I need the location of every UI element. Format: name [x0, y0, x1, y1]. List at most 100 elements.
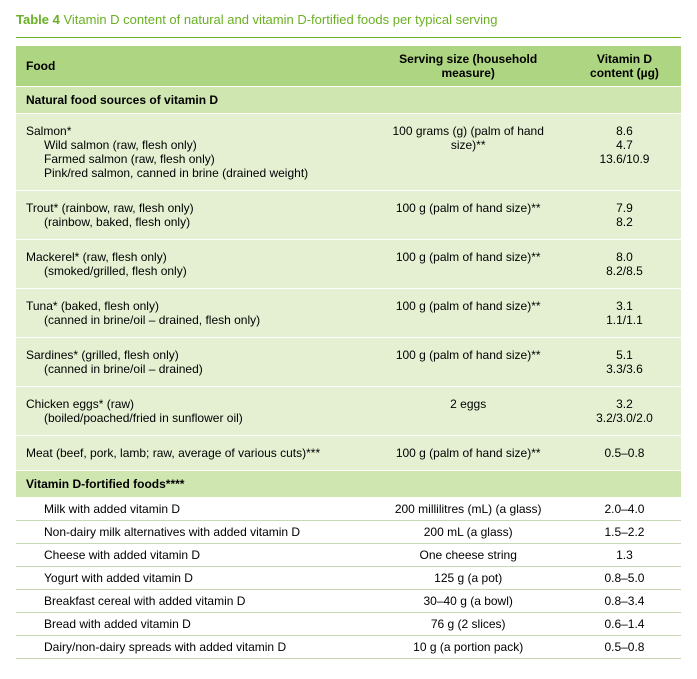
cell-food: Sardines* (grilled, flesh only)(canned i… [16, 338, 368, 387]
food-fortified: Non-dairy milk alternatives with added v… [26, 525, 362, 539]
cell-vitd: 0.6–1.4 [568, 613, 681, 636]
vitd-value: 2.0–4.0 [604, 502, 644, 516]
table-row: Meat (beef, pork, lamb; raw, average of … [16, 436, 681, 471]
cell-food: Salmon*Wild salmon (raw, flesh only)Farm… [16, 114, 368, 191]
table-row: Breakfast cereal with added vitamin D 30–… [16, 590, 681, 613]
table-row: Sardines* (grilled, flesh only)(canned i… [16, 338, 681, 387]
food-main: Trout* (rainbow, raw, flesh only) [26, 201, 194, 215]
cell-serving: 100 g (palm of hand size)** [368, 436, 568, 471]
food-sub: Wild salmon (raw, flesh only) [26, 138, 362, 152]
cell-serving: 100 g (palm of hand size)** [368, 289, 568, 338]
cell-serving: 76 g (2 slices) [368, 613, 568, 636]
vitd-value: 0.5–0.8 [574, 446, 675, 460]
cell-vitd: 0.8–3.4 [568, 590, 681, 613]
serving-size: 100 g (palm of hand size)** [396, 446, 541, 460]
food-main: Salmon* [26, 124, 71, 138]
table-row: Non-dairy milk alternatives with added v… [16, 521, 681, 544]
cell-serving: 30–40 g (a bowl) [368, 590, 568, 613]
cell-food: Milk with added vitamin D [16, 498, 368, 521]
cell-vitd: 2.0–4.0 [568, 498, 681, 521]
table-row: Milk with added vitamin D 200 millilitres… [16, 498, 681, 521]
vitd-value: 8.2 [574, 215, 675, 229]
title-rest: Vitamin D content of natural and vitamin… [60, 12, 498, 27]
serving-size: 100 g (palm of hand size)** [396, 201, 541, 215]
table-row: Mackerel* (raw, flesh only)(smoked/grill… [16, 240, 681, 289]
vitd-value: 3.1 [574, 299, 675, 313]
vitd-value: 1.3 [616, 548, 633, 562]
cell-serving: 200 mL (a glass) [368, 521, 568, 544]
cell-food: Cheese with added vitamin D [16, 544, 368, 567]
cell-serving: 10 g (a portion pack) [368, 636, 568, 659]
serving-size: 100 grams (g) (palm of hand size)** [392, 124, 543, 152]
cell-food: Non-dairy milk alternatives with added v… [16, 521, 368, 544]
cell-serving: 100 g (palm of hand size)** [368, 191, 568, 240]
serving-size: One cheese string [419, 548, 516, 562]
food-main: Sardines* (grilled, flesh only) [26, 348, 179, 362]
food-fortified: Bread with added vitamin D [26, 617, 362, 631]
vitd-value: 3.3/3.6 [574, 362, 675, 376]
cell-serving: 200 millilitres (mL) (a glass) [368, 498, 568, 521]
vitd-value: 1.1/1.1 [574, 313, 675, 327]
serving-size: 76 g (2 slices) [431, 617, 506, 631]
cell-vitd: 3.11.1/1.1 [568, 289, 681, 338]
food-fortified: Cheese with added vitamin D [26, 548, 362, 562]
serving-size: 200 millilitres (mL) (a glass) [395, 502, 542, 516]
header-serving: Serving size (household measure) [368, 46, 568, 87]
serving-size: 125 g (a pot) [434, 571, 502, 585]
cell-vitd: 0.5–0.8 [568, 636, 681, 659]
section-label: Natural food sources of vitamin D [16, 87, 368, 114]
table-row: Dairy/non-dairy spreads with added vitam… [16, 636, 681, 659]
cell-serving: 125 g (a pot) [368, 567, 568, 590]
cell-food: Breakfast cereal with added vitamin D [16, 590, 368, 613]
cell-food: Dairy/non-dairy spreads with added vitam… [16, 636, 368, 659]
cell-food: Meat (beef, pork, lamb; raw, average of … [16, 436, 368, 471]
cell-serving: 100 grams (g) (palm of hand size)** [368, 114, 568, 191]
vitd-value: 4.7 [574, 138, 675, 152]
vitd-value: 3.2/3.0/2.0 [574, 411, 675, 425]
food-fortified: Yogurt with added vitamin D [26, 571, 362, 585]
cell-serving: One cheese string [368, 544, 568, 567]
vitd-value: 8.0 [574, 250, 675, 264]
vitd-value: 8.2/8.5 [574, 264, 675, 278]
table-row: Salmon*Wild salmon (raw, flesh only)Farm… [16, 114, 681, 191]
food-main: Chicken eggs* (raw) [26, 397, 134, 411]
cell-vitd: 8.08.2/8.5 [568, 240, 681, 289]
table-row: Tuna* (baked, flesh only)(canned in brin… [16, 289, 681, 338]
title-rule [16, 37, 681, 38]
cell-food: Tuna* (baked, flesh only)(canned in brin… [16, 289, 368, 338]
cell-vitd: 0.8–5.0 [568, 567, 681, 590]
vitd-value: 0.6–1.4 [604, 617, 644, 631]
vitd-value: 3.2 [574, 397, 675, 411]
serving-size: 100 g (palm of hand size)** [396, 250, 541, 264]
serving-size: 200 mL (a glass) [424, 525, 513, 539]
table-row: Cheese with added vitamin D One cheese st… [16, 544, 681, 567]
food-sub: (canned in brine/oil – drained, flesh on… [26, 313, 362, 327]
cell-food: Yogurt with added vitamin D [16, 567, 368, 590]
table-row: Yogurt with added vitamin D 125 g (a pot)… [16, 567, 681, 590]
food-sub: (canned in brine/oil – drained) [26, 362, 362, 376]
food-main: Mackerel* (raw, flesh only) [26, 250, 167, 264]
vitd-value: 13.6/10.9 [574, 152, 675, 166]
food-fortified: Dairy/non-dairy spreads with added vitam… [26, 640, 362, 654]
cell-serving: 2 eggs [368, 387, 568, 436]
serving-size: 30–40 g (a bowl) [423, 594, 512, 608]
cell-food: Bread with added vitamin D [16, 613, 368, 636]
title-bold: Table 4 [16, 12, 60, 27]
serving-size: 100 g (palm of hand size)** [396, 299, 541, 313]
table-title: Table 4 Vitamin D content of natural and… [16, 12, 681, 27]
food-main: Meat (beef, pork, lamb; raw, average of … [26, 446, 320, 460]
food-fortified: Milk with added vitamin D [26, 502, 362, 516]
cell-food: Chicken eggs* (raw)(boiled/poached/fried… [16, 387, 368, 436]
vitamin-d-table: Food Serving size (household measure) Vi… [16, 46, 681, 659]
vitd-value: 0.8–5.0 [604, 571, 644, 585]
cell-serving: 100 g (palm of hand size)** [368, 338, 568, 387]
food-fortified: Breakfast cereal with added vitamin D [26, 594, 362, 608]
food-sub: (rainbow, baked, flesh only) [26, 215, 362, 229]
food-sub: (smoked/grilled, flesh only) [26, 264, 362, 278]
cell-vitd: 5.13.3/3.6 [568, 338, 681, 387]
food-sub: (boiled/poached/fried in sunflower oil) [26, 411, 362, 425]
section-fortified: Vitamin D-fortified foods**** [16, 471, 681, 498]
header-row: Food Serving size (household measure) Vi… [16, 46, 681, 87]
cell-food: Trout* (rainbow, raw, flesh only)(rainbo… [16, 191, 368, 240]
table-row: Chicken eggs* (raw)(boiled/poached/fried… [16, 387, 681, 436]
